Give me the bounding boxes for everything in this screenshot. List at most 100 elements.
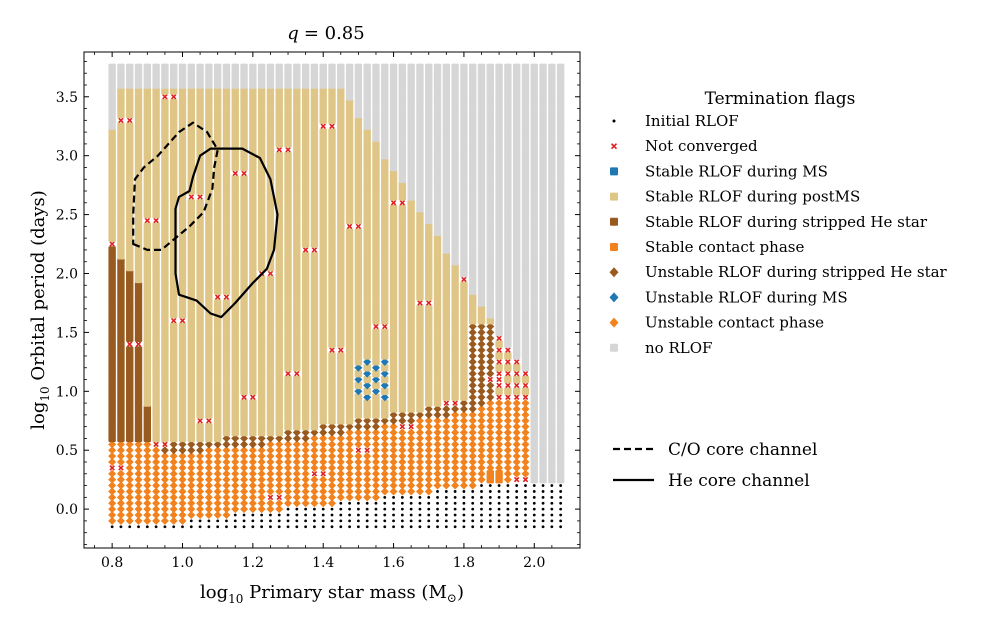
marker-no-rlof: [469, 134, 477, 142]
marker-unstable-contact: [371, 440, 380, 449]
marker-no-rlof: [398, 128, 407, 136]
marker-unstable-contact: [310, 446, 319, 455]
marker-unstable-contact: [204, 505, 213, 514]
marker-stable-postms: [257, 187, 266, 195]
marker-no-rlof: [504, 193, 512, 201]
marker-unstable-stripped: [468, 381, 477, 390]
marker-stable-stripped: [126, 364, 134, 372]
marker-unstable-contact: [292, 457, 301, 466]
marker-no-rlof: [328, 63, 336, 72]
marker-no-rlof: [530, 157, 538, 166]
marker-unstable-contact: [116, 493, 125, 502]
marker-no-rlof: [521, 216, 530, 225]
marker-not-converged: [144, 217, 151, 224]
marker-not-converged: [513, 394, 520, 400]
marker-stable-postms: [143, 110, 152, 119]
marker-stable-postms: [266, 340, 275, 348]
marker-stable-postms: [433, 263, 442, 272]
marker-not-converged: [364, 447, 370, 453]
marker-stable-postms: [187, 422, 195, 431]
marker-unstable-contact: [204, 463, 213, 472]
marker-stable-postms: [205, 181, 213, 189]
marker-stable-postms: [126, 98, 134, 107]
marker-unstable-contact: [328, 499, 336, 508]
marker-no-rlof: [407, 98, 415, 107]
marker-no-rlof: [556, 458, 565, 466]
marker-stable-postms: [143, 281, 152, 289]
marker-unstable-contact: [328, 487, 336, 496]
he-core-channel-contour: [174, 147, 279, 319]
marker-stable-postms: [161, 128, 169, 136]
marker-stable-postms: [240, 364, 248, 372]
marker-unstable-contact: [222, 499, 231, 508]
marker-no-rlof: [539, 411, 547, 419]
marker-stable-postms: [196, 369, 204, 378]
marker-stable-postms: [161, 346, 169, 354]
x-tick-label: 1.8: [453, 555, 475, 571]
marker-no-rlof: [530, 417, 538, 425]
marker-no-rlof: [451, 199, 459, 207]
marker-stable-contact: [495, 470, 503, 478]
marker-initial-rlof: [524, 501, 527, 505]
marker-stable-postms: [451, 293, 459, 301]
marker-unstable-contact: [196, 487, 205, 496]
marker-stable-postms: [301, 98, 310, 107]
marker-initial-rlof: [313, 513, 316, 517]
marker-stable-postms: [389, 169, 398, 178]
marker-stable-postms: [161, 434, 169, 443]
marker-stable-postms: [196, 387, 204, 396]
marker-initial-rlof: [348, 513, 351, 517]
marker-unstable-contact: [284, 475, 293, 484]
marker-stable-postms: [222, 93, 231, 101]
marker-no-rlof: [512, 75, 521, 83]
marker-stable-postms: [345, 104, 354, 113]
marker-no-rlof: [407, 175, 415, 183]
marker-unstable-contact: [354, 452, 363, 461]
marker-stable-postms: [249, 246, 257, 254]
marker-unstable-contact: [345, 440, 354, 449]
marker-no-rlof: [407, 134, 415, 142]
marker-stable-stripped: [108, 293, 116, 301]
marker-unstable-contact: [187, 511, 196, 520]
marker-no-rlof: [469, 252, 477, 260]
marker-stable-stripped: [134, 393, 143, 401]
marker-no-rlof: [381, 140, 389, 148]
marker-stable-postms: [425, 340, 433, 348]
marker-stable-postms: [301, 417, 310, 425]
marker-stable-postms: [266, 98, 275, 107]
marker-stable-postms: [345, 110, 354, 119]
marker-no-rlof: [504, 87, 512, 95]
marker-stable-postms: [126, 110, 134, 119]
marker-stable-postms: [213, 210, 222, 219]
legend-marker-initial-rlof: [612, 119, 616, 123]
marker-no-rlof: [530, 181, 538, 189]
marker-no-rlof: [442, 187, 451, 195]
marker-unstable-stripped: [363, 422, 372, 431]
marker-stable-postms: [284, 210, 292, 219]
marker-unstable-contact: [204, 493, 213, 502]
marker-stable-postms: [381, 328, 389, 337]
marker-not-converged: [496, 382, 502, 389]
marker-initial-rlof: [497, 525, 501, 529]
marker-unstable-stripped: [380, 416, 389, 425]
marker-no-rlof: [451, 98, 459, 107]
marker-unstable-contact: [459, 440, 468, 449]
marker-no-rlof: [469, 181, 477, 189]
marker-no-rlof: [495, 234, 503, 242]
marker-no-rlof: [556, 470, 565, 478]
marker-initial-rlof: [233, 525, 237, 529]
marker-no-rlof: [425, 187, 433, 195]
marker-stable-postms: [187, 381, 195, 390]
marker-stable-postms: [512, 375, 521, 384]
marker-stable-postms: [425, 258, 433, 266]
marker-no-rlof: [451, 75, 459, 83]
marker-no-rlof: [521, 269, 530, 278]
marker-stable-postms: [451, 381, 459, 390]
marker-initial-rlof: [321, 507, 325, 511]
marker-no-rlof: [521, 187, 530, 195]
marker-stable-postms: [460, 316, 468, 325]
marker-unstable-contact: [336, 493, 345, 502]
marker-stable-postms: [213, 199, 222, 207]
marker-stable-postms: [205, 399, 213, 407]
marker-stable-postms: [266, 352, 275, 360]
